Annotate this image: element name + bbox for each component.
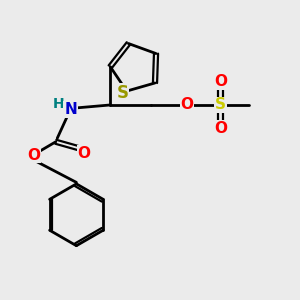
Text: O: O: [180, 98, 193, 112]
Text: S: S: [215, 98, 226, 112]
Text: H: H: [52, 97, 64, 111]
Text: O: O: [214, 74, 227, 89]
Text: O: O: [214, 121, 227, 136]
Text: S: S: [116, 83, 128, 101]
Text: N: N: [64, 102, 77, 117]
Text: O: O: [27, 148, 40, 163]
Text: O: O: [77, 146, 90, 161]
